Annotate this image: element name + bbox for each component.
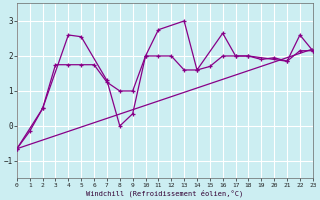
X-axis label: Windchill (Refroidissement éolien,°C): Windchill (Refroidissement éolien,°C) <box>86 189 244 197</box>
